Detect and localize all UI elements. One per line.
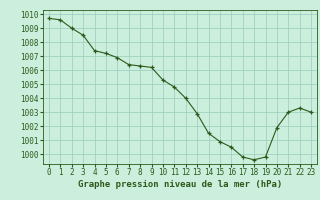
- X-axis label: Graphe pression niveau de la mer (hPa): Graphe pression niveau de la mer (hPa): [78, 180, 282, 189]
